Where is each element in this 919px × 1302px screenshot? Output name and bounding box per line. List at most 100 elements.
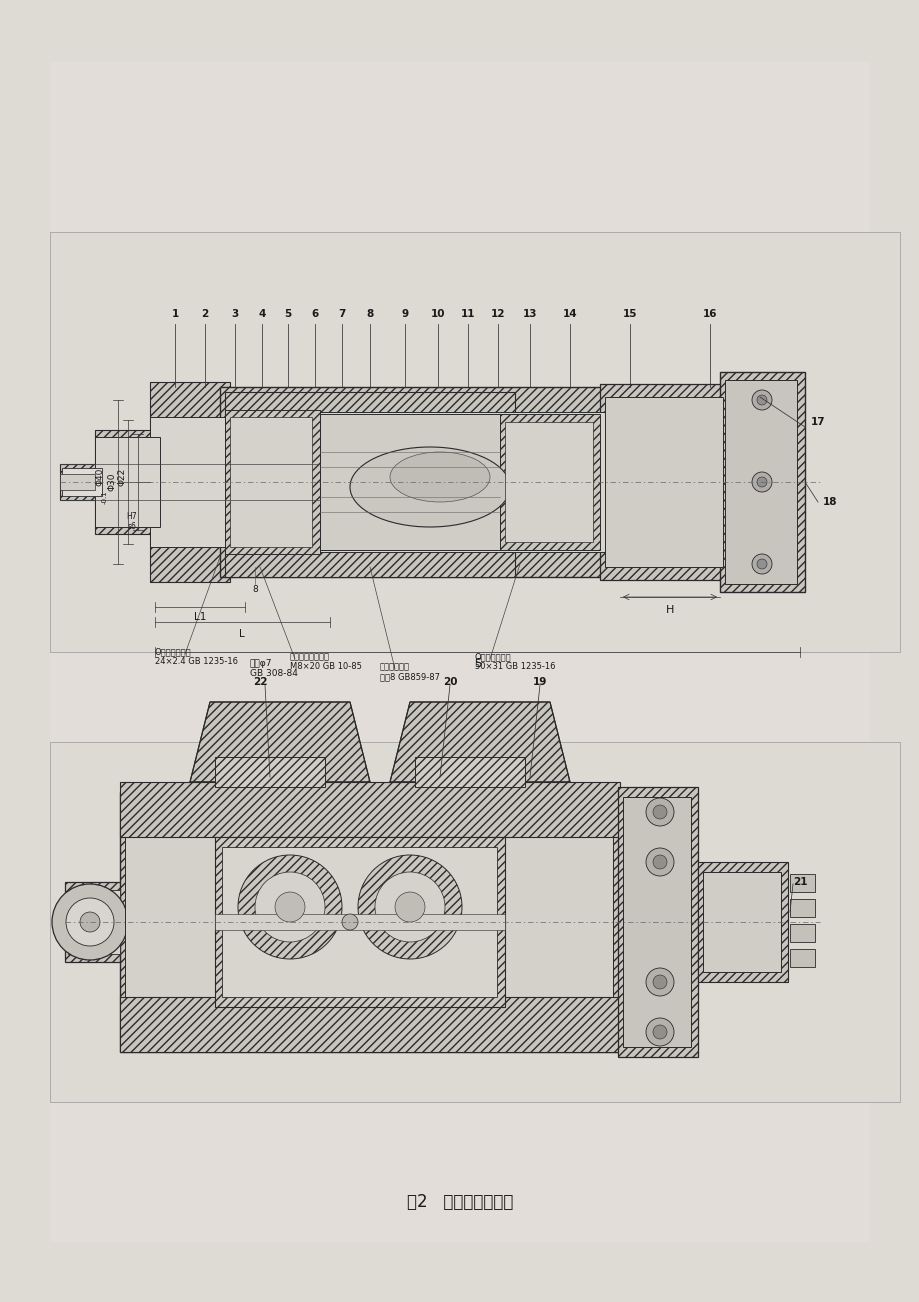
Circle shape: [751, 391, 771, 410]
Bar: [724, 380, 796, 585]
Bar: [50, 232, 899, 652]
Text: 3: 3: [231, 309, 238, 319]
Text: O形橡胶密封圈: O形橡胶密封圈: [154, 647, 191, 656]
Bar: [125, 799, 612, 1044]
Text: GB 308-84: GB 308-84: [250, 669, 298, 678]
Bar: [62, 467, 102, 496]
Bar: [505, 422, 593, 542]
Text: Φ40: Φ40: [96, 467, 105, 486]
Circle shape: [645, 1018, 674, 1046]
Text: 15: 15: [622, 309, 637, 319]
Polygon shape: [190, 702, 369, 783]
Text: 18: 18: [822, 497, 836, 506]
Circle shape: [238, 855, 342, 960]
Text: 11: 11: [460, 309, 475, 319]
Text: L1: L1: [194, 612, 206, 622]
Circle shape: [645, 848, 674, 876]
Bar: [119, 783, 619, 837]
Bar: [60, 464, 105, 500]
Text: 22: 22: [253, 677, 267, 687]
Circle shape: [275, 892, 305, 922]
Bar: [789, 874, 814, 892]
Bar: [150, 417, 230, 547]
Text: 8: 8: [366, 309, 373, 319]
Text: 图2   液压转向器结构: 图2 液压转向器结构: [406, 1193, 513, 1211]
Text: 轻型弹筼垒圈: 轻型弹筼垒圈: [380, 663, 410, 672]
Text: 16: 16: [702, 309, 717, 319]
Text: L: L: [239, 629, 244, 639]
Text: M8×20 GB 10-85: M8×20 GB 10-85: [289, 663, 361, 672]
Bar: [95, 430, 160, 534]
Text: H7: H7: [127, 513, 137, 522]
Bar: [221, 848, 496, 997]
Text: O形橡胶密封圈: O形橡胶密封圈: [474, 652, 511, 661]
Text: 5: 5: [284, 309, 291, 319]
Bar: [65, 881, 125, 962]
Text: 7: 7: [338, 309, 346, 319]
Bar: [789, 949, 814, 967]
Bar: [605, 397, 722, 566]
Bar: [150, 381, 230, 582]
Ellipse shape: [349, 447, 509, 527]
Text: 1: 1: [171, 309, 178, 319]
Polygon shape: [390, 702, 570, 783]
Text: 4: 4: [258, 309, 266, 319]
Bar: [225, 411, 685, 552]
Circle shape: [751, 473, 771, 492]
Text: 21: 21: [792, 878, 806, 887]
Text: S: S: [474, 658, 482, 671]
Bar: [50, 742, 899, 1101]
Bar: [215, 914, 505, 930]
Bar: [720, 372, 804, 592]
Circle shape: [756, 477, 766, 487]
Circle shape: [645, 798, 674, 825]
Bar: [225, 392, 515, 427]
Bar: [320, 414, 499, 549]
Text: 14: 14: [562, 309, 577, 319]
Bar: [215, 837, 505, 1006]
Bar: [702, 872, 780, 973]
Text: -0.1: -0.1: [102, 490, 108, 504]
Circle shape: [80, 911, 100, 932]
Text: 8: 8: [252, 586, 257, 595]
Text: 50×31 GB 1235-16: 50×31 GB 1235-16: [474, 663, 555, 672]
Bar: [499, 414, 599, 549]
Text: 10: 10: [430, 309, 445, 319]
Bar: [618, 786, 698, 1057]
Text: 17: 17: [810, 417, 824, 427]
Circle shape: [375, 872, 445, 943]
Bar: [622, 797, 690, 1047]
Circle shape: [66, 898, 114, 947]
Bar: [225, 410, 320, 553]
Text: s6: s6: [128, 522, 136, 531]
Text: 垒图8 GB859-87: 垒图8 GB859-87: [380, 673, 439, 681]
Circle shape: [652, 805, 666, 819]
Circle shape: [652, 855, 666, 868]
Circle shape: [394, 892, 425, 922]
Circle shape: [357, 855, 461, 960]
Bar: [119, 792, 619, 1052]
Circle shape: [255, 872, 324, 943]
Text: 2: 2: [201, 309, 209, 319]
Text: 内六角圆柱头螺钉: 内六角圆柱头螺钉: [289, 652, 330, 661]
Text: 20: 20: [442, 677, 457, 687]
Bar: [215, 756, 324, 786]
Circle shape: [342, 914, 357, 930]
Text: 鈢球φ7: 鈢球φ7: [250, 660, 272, 668]
Text: H: H: [665, 605, 674, 615]
Bar: [789, 898, 814, 917]
Text: 13: 13: [522, 309, 537, 319]
Circle shape: [645, 967, 674, 996]
Circle shape: [52, 884, 128, 960]
Bar: [119, 997, 619, 1052]
Text: Φ30: Φ30: [108, 473, 117, 491]
Text: 24×2.4 GB 1235-16: 24×2.4 GB 1235-16: [154, 658, 238, 667]
Bar: [60, 474, 95, 490]
Bar: [414, 756, 525, 786]
Bar: [599, 384, 729, 579]
Circle shape: [756, 395, 766, 405]
Bar: [225, 542, 515, 577]
Bar: [789, 924, 814, 943]
Text: 19: 19: [532, 677, 547, 687]
Text: 6: 6: [311, 309, 318, 319]
